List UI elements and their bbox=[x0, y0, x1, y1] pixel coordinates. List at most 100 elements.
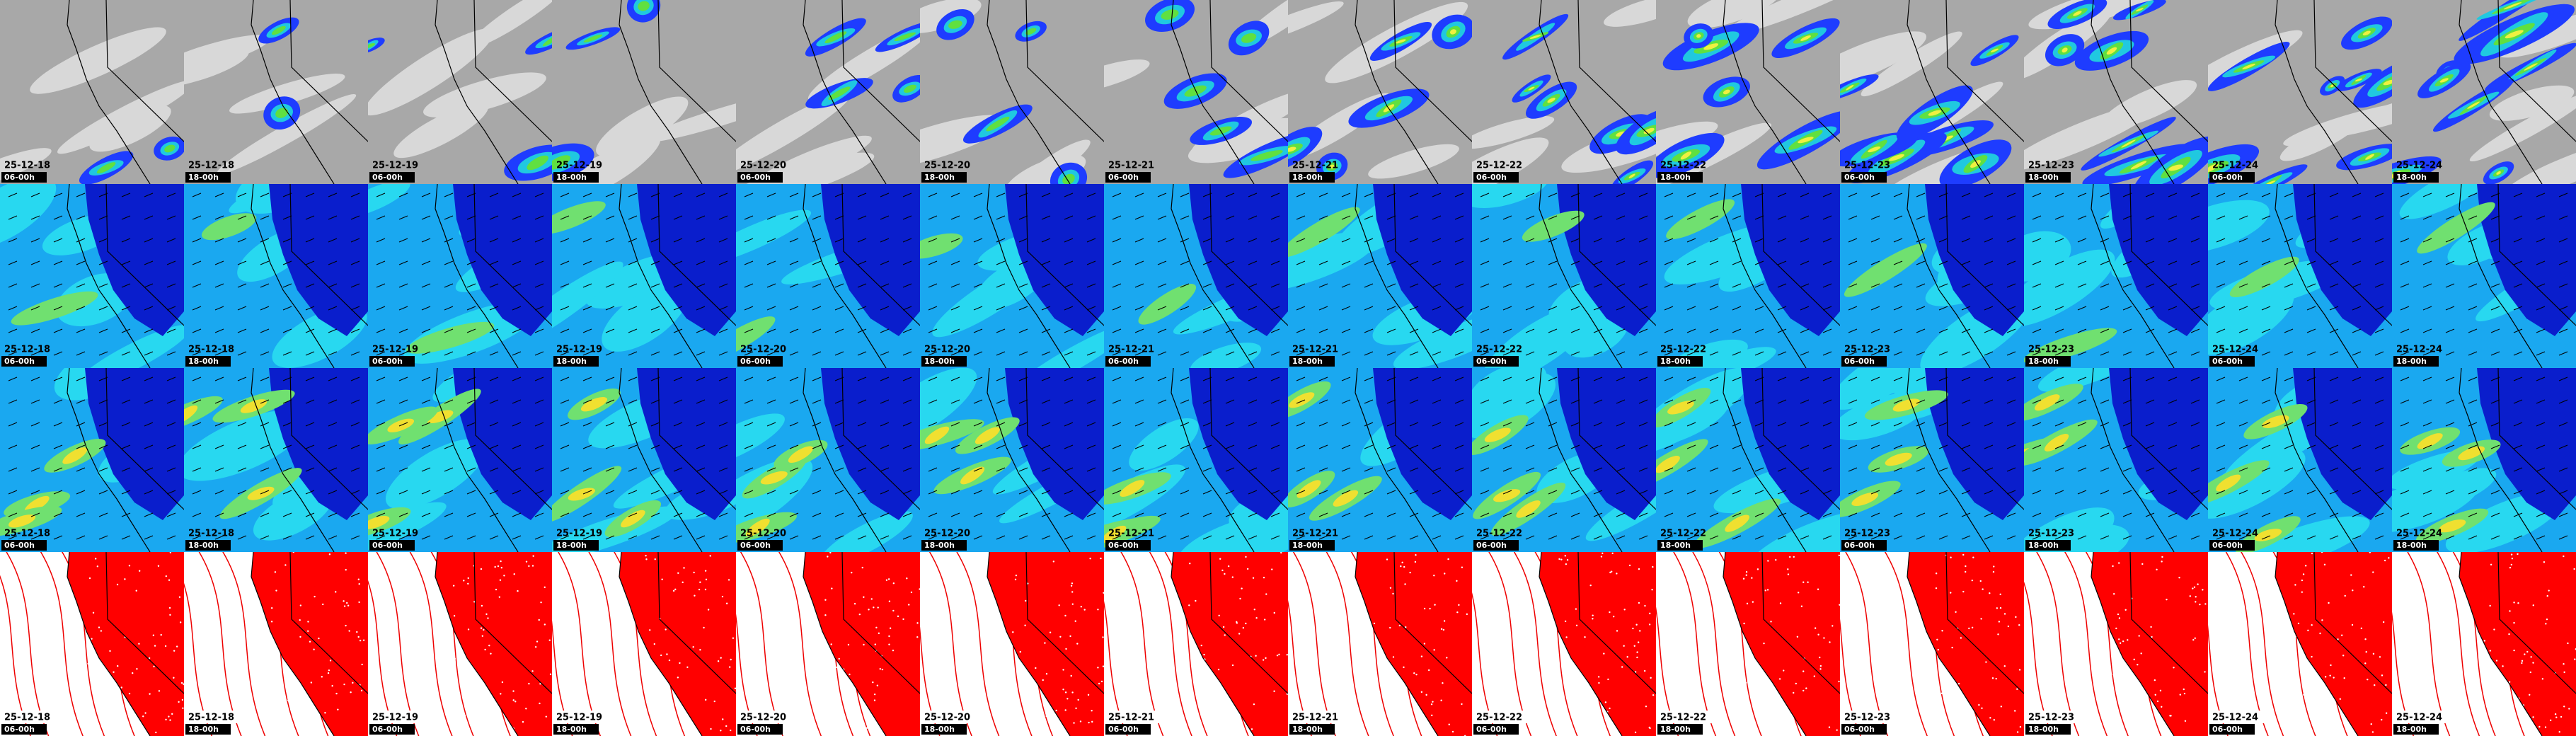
wind-arrow bbox=[2216, 444, 2226, 449]
isobar bbox=[1326, 552, 1369, 736]
wind-arrow bbox=[489, 535, 499, 540]
wind-arrow bbox=[2238, 192, 2248, 197]
wind-arrow bbox=[421, 512, 431, 517]
wind-arrow bbox=[673, 215, 683, 220]
wind-arrow bbox=[1248, 490, 1258, 495]
wind-arrow bbox=[2190, 328, 2200, 333]
terrain-speckle bbox=[1103, 592, 1104, 594]
label-bg bbox=[2025, 172, 2071, 183]
wind-arrow bbox=[2490, 444, 2500, 449]
terrain-speckle bbox=[2573, 568, 2575, 570]
wind-arrow bbox=[834, 535, 844, 540]
wind-arrow bbox=[2374, 351, 2384, 356]
terrain-speckle bbox=[2135, 713, 2137, 715]
terrain-speckle bbox=[1373, 622, 1376, 625]
wind-arrow bbox=[1157, 260, 1167, 265]
wind-arrow bbox=[696, 535, 706, 540]
terrain-speckle bbox=[181, 698, 184, 701]
label-bg bbox=[737, 172, 783, 183]
wind-field bbox=[1656, 456, 1680, 473]
wind-arrow bbox=[1018, 283, 1028, 288]
precip bbox=[1798, 137, 1814, 144]
tile-content bbox=[184, 184, 368, 368]
wind-arrow bbox=[928, 328, 938, 333]
land bbox=[2293, 368, 2392, 520]
wind-arrow bbox=[1822, 328, 1832, 333]
terrain-speckle bbox=[1064, 691, 1067, 694]
wind-arrow bbox=[1454, 422, 1464, 427]
wind-arrow bbox=[1386, 215, 1396, 220]
terrain-speckle bbox=[485, 613, 488, 616]
label-bg bbox=[1657, 724, 1703, 735]
terrain-speckle bbox=[2549, 719, 2552, 721]
terrain-speckle bbox=[502, 725, 505, 728]
wind-arrow bbox=[1502, 238, 1512, 243]
cloud bbox=[596, 96, 689, 157]
wind-arrow bbox=[1202, 512, 1212, 517]
wind-arrow bbox=[928, 512, 938, 517]
wind-arrow bbox=[1018, 215, 1028, 220]
wind-field bbox=[385, 439, 486, 510]
wind-arrow bbox=[2400, 444, 2410, 449]
wind-arrow bbox=[2168, 376, 2178, 381]
wind-arrow bbox=[98, 467, 108, 472]
wind-arrow bbox=[328, 283, 338, 288]
terrain-speckle bbox=[2192, 587, 2194, 590]
date-label: 25-12-21 bbox=[1292, 713, 1338, 723]
precip bbox=[828, 86, 851, 100]
wind-arrow bbox=[328, 535, 338, 540]
terrain-speckle bbox=[672, 590, 675, 592]
land bbox=[1925, 368, 2024, 520]
wind-arrow bbox=[812, 306, 822, 311]
cloud bbox=[642, 91, 736, 143]
wind-arrow bbox=[2468, 328, 2478, 333]
wind-arrow bbox=[376, 306, 386, 311]
wind-arrow bbox=[512, 238, 522, 243]
wind-arrow bbox=[2006, 283, 2016, 288]
land bbox=[2275, 552, 2392, 736]
wind-arrow bbox=[1225, 238, 1235, 243]
terrain-speckle bbox=[2343, 677, 2345, 679]
wind-arrow bbox=[2216, 215, 2226, 220]
wind-arrow bbox=[1800, 306, 1810, 311]
terrain-speckle bbox=[847, 643, 850, 646]
wind-arrow bbox=[2445, 215, 2455, 220]
wind-arrow bbox=[444, 260, 454, 265]
terrain-speckle bbox=[2563, 671, 2565, 674]
wind-arrow bbox=[1709, 283, 1719, 288]
terrain-speckle bbox=[358, 582, 360, 585]
cloud bbox=[1472, 137, 1549, 184]
wind-arrow bbox=[2077, 260, 2087, 265]
state-border bbox=[473, 184, 552, 326]
wind-arrow bbox=[996, 192, 1006, 197]
state-border bbox=[657, 368, 736, 510]
wind-arrow bbox=[744, 328, 754, 333]
terrain-speckle bbox=[1400, 565, 1402, 568]
tile-content bbox=[184, 0, 368, 184]
precip bbox=[271, 25, 286, 35]
wind-arrow bbox=[2400, 306, 2410, 311]
wind-arrow bbox=[673, 328, 683, 333]
precip bbox=[2264, 180, 2276, 184]
terrain-speckle bbox=[1456, 611, 1459, 614]
wind-arrow bbox=[812, 260, 822, 265]
wind-arrow bbox=[1893, 467, 1903, 472]
wind-arrow bbox=[744, 535, 754, 540]
wind-arrow bbox=[2445, 328, 2455, 333]
terrain-speckle bbox=[96, 565, 99, 568]
wind-arrow bbox=[421, 283, 431, 288]
wind-arrow bbox=[696, 192, 706, 197]
wind-arrow bbox=[1364, 490, 1374, 495]
wind-arrow bbox=[1938, 467, 1948, 472]
wind-arrow bbox=[53, 512, 63, 517]
wind-arrow bbox=[2513, 490, 2523, 495]
terrain-speckle bbox=[730, 658, 732, 661]
wind-arrow bbox=[928, 535, 938, 540]
state-border bbox=[105, 552, 184, 694]
terrain-speckle bbox=[2301, 579, 2304, 582]
terrain-speckle bbox=[848, 708, 851, 710]
